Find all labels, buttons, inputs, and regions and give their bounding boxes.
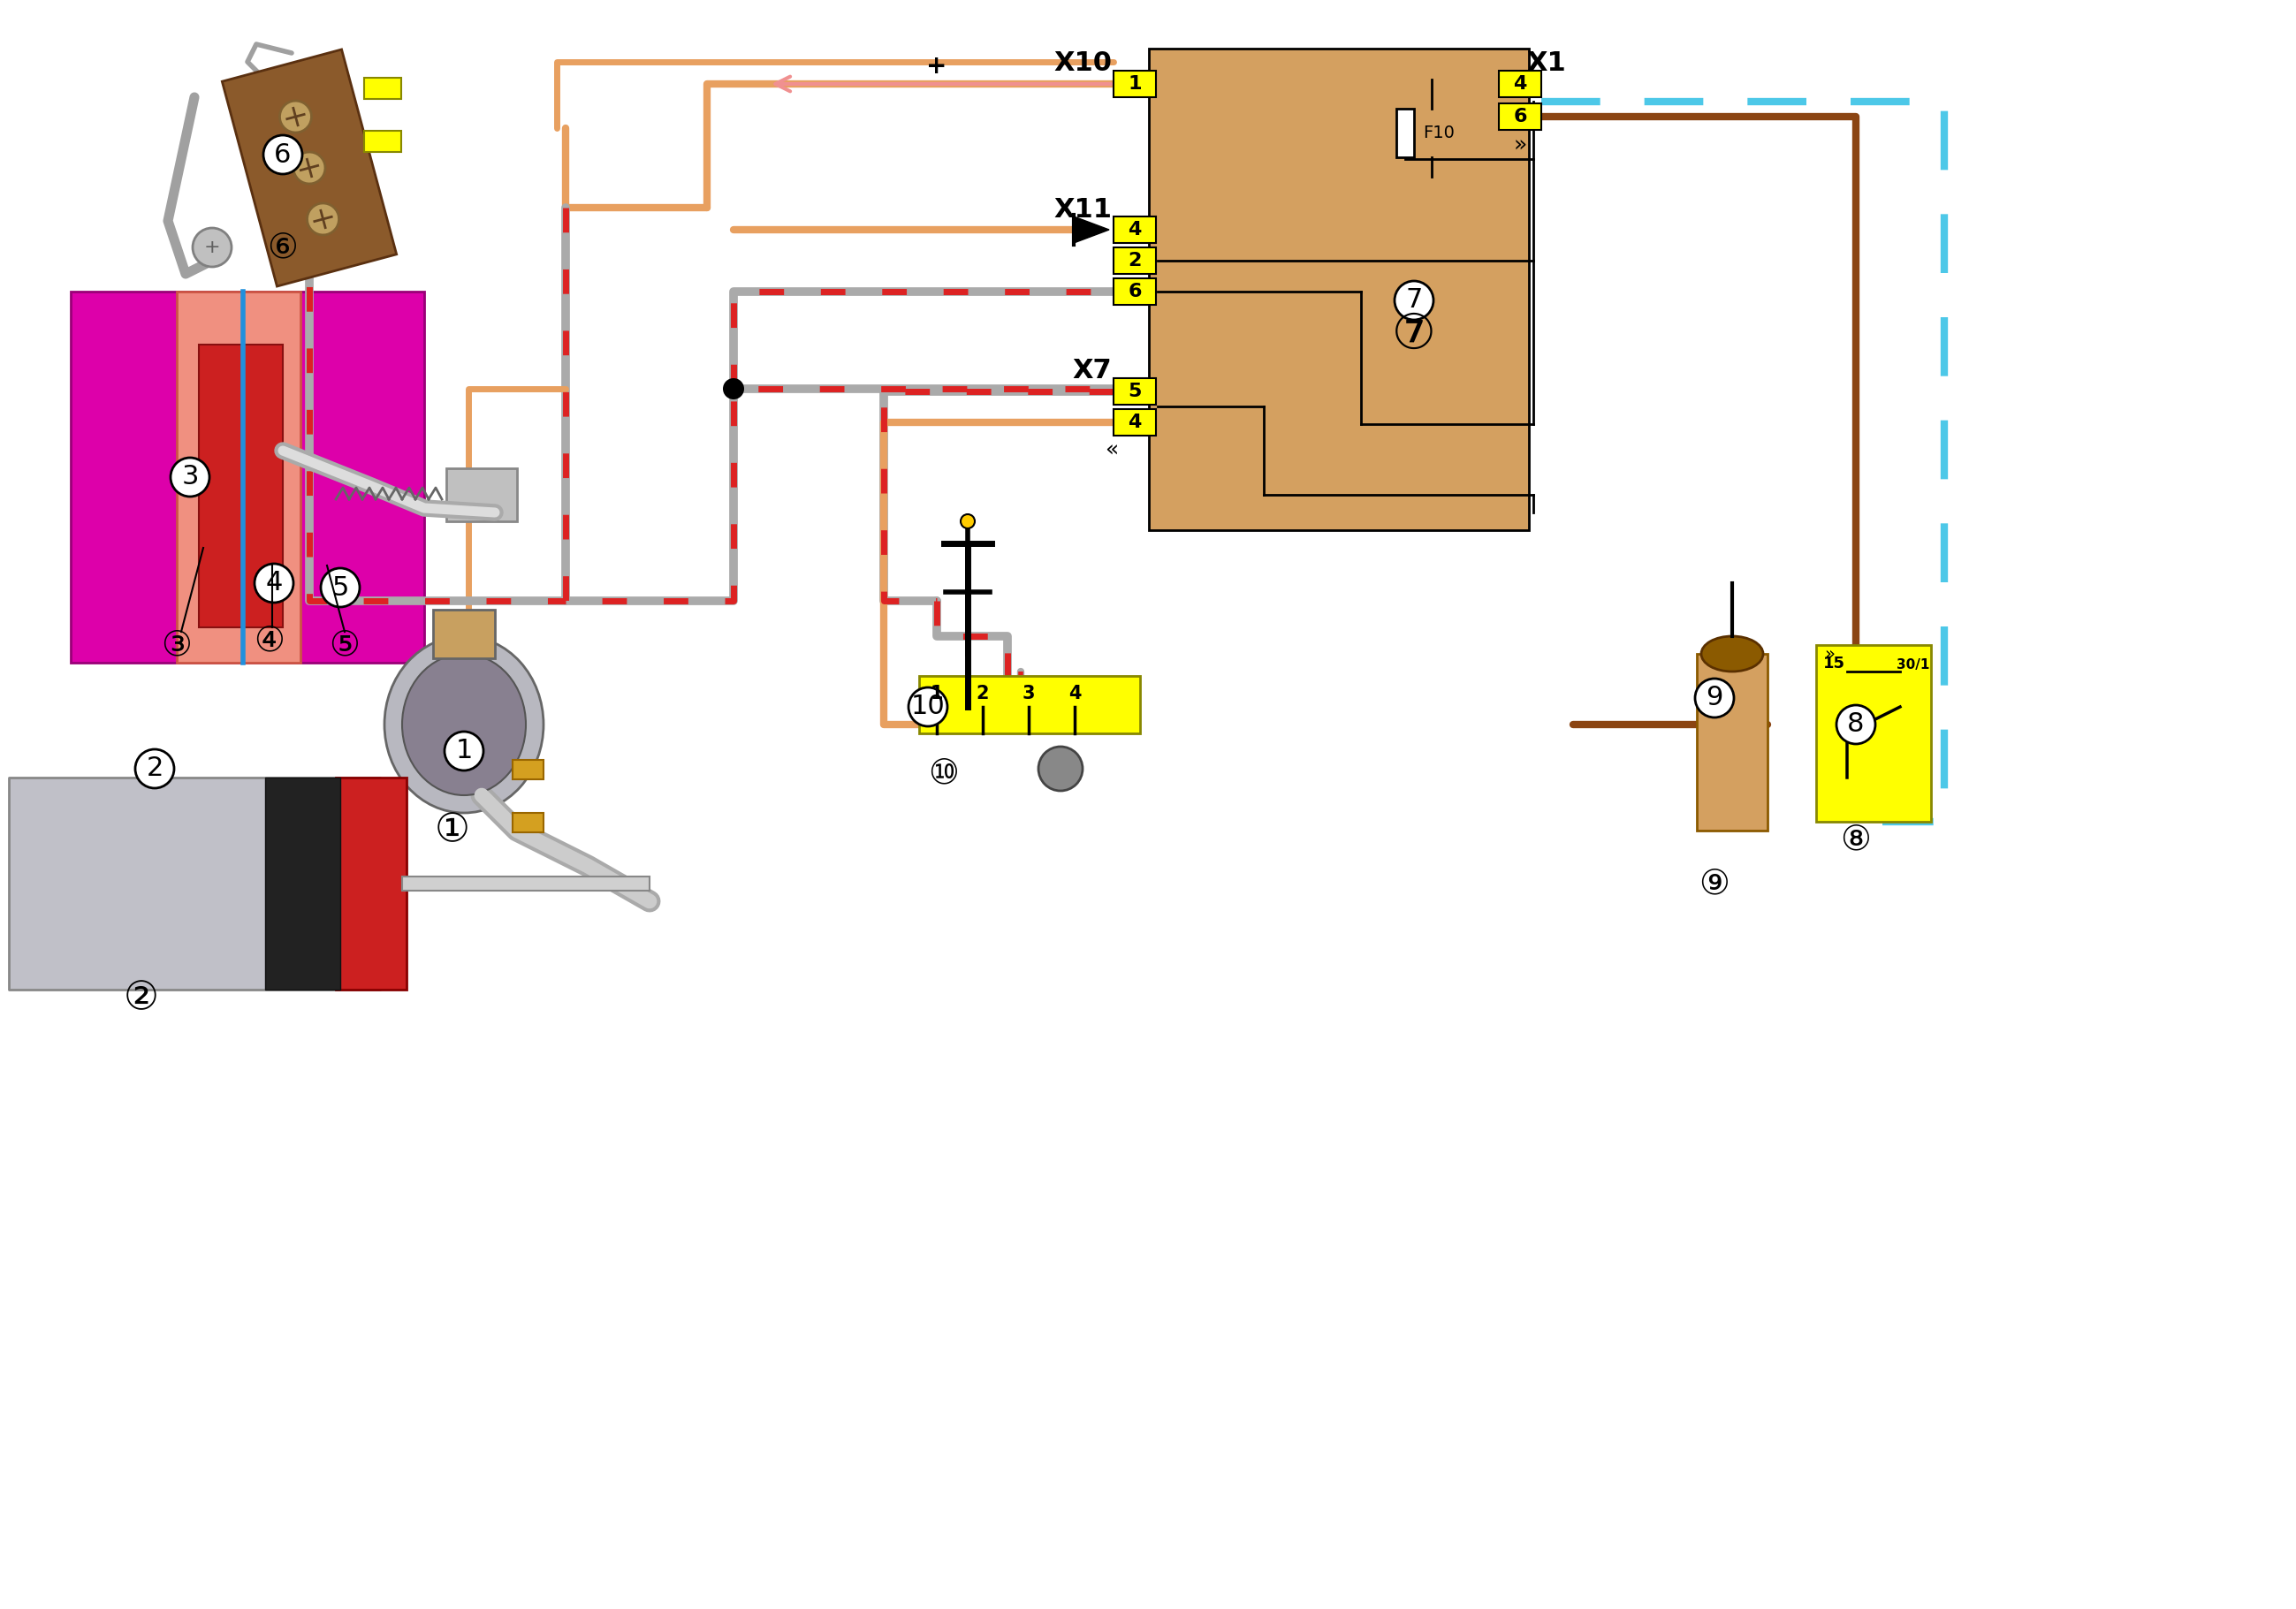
Text: ③: ③ [161, 628, 193, 661]
Circle shape [1394, 282, 1433, 320]
Text: 7: 7 [1405, 288, 1424, 314]
Polygon shape [1075, 217, 1109, 243]
Bar [445, 468, 517, 521]
Text: X7: X7 [1072, 359, 1111, 385]
Text: 1: 1 [930, 685, 944, 703]
Bar [177, 291, 301, 663]
Text: 10: 10 [912, 693, 946, 719]
Bar [1114, 248, 1155, 274]
Circle shape [1694, 679, 1733, 718]
Circle shape [909, 687, 948, 726]
Bar [1499, 103, 1541, 130]
Text: 1: 1 [1127, 76, 1141, 93]
Text: +: + [928, 53, 948, 79]
Text: X10: X10 [1054, 51, 1111, 77]
Text: «: « [1104, 439, 1118, 462]
Circle shape [193, 228, 232, 267]
Text: 3: 3 [181, 465, 200, 491]
Circle shape [280, 101, 312, 132]
Text: 4: 4 [1513, 76, 1527, 93]
Text: 5: 5 [1127, 383, 1141, 401]
Ellipse shape [1701, 636, 1763, 671]
Text: ①: ① [434, 811, 471, 850]
Text: ⑤: ⑤ [328, 628, 360, 661]
Text: 15: 15 [1823, 655, 1846, 671]
Bar [512, 759, 544, 779]
Bar [335, 777, 406, 990]
Bar [512, 813, 544, 832]
Text: 1: 1 [455, 739, 473, 764]
Circle shape [264, 135, 303, 174]
Circle shape [308, 203, 340, 235]
Text: 3: 3 [1022, 685, 1035, 703]
Text: ⑥: ⑥ [266, 230, 298, 264]
Bar [264, 777, 340, 990]
Text: 6: 6 [1513, 108, 1527, 126]
Bar [918, 676, 1141, 734]
Text: 2: 2 [976, 685, 990, 703]
Text: 8: 8 [1848, 711, 1864, 737]
Bar [434, 610, 496, 658]
Circle shape [321, 568, 360, 607]
Bar [1114, 278, 1155, 304]
Bar [1114, 71, 1155, 97]
Text: »: » [1513, 135, 1527, 156]
Text: X1: X1 [1527, 51, 1566, 77]
Bar [1697, 653, 1768, 830]
Bar [1396, 108, 1414, 156]
Text: ⑩: ⑩ [928, 756, 960, 790]
Circle shape [135, 750, 174, 788]
Text: 6: 6 [1127, 283, 1141, 301]
Text: 6: 6 [273, 142, 292, 167]
Circle shape [445, 732, 484, 771]
Bar [1114, 409, 1155, 436]
Circle shape [1038, 747, 1084, 790]
Bar [1114, 217, 1155, 243]
Bar [9, 777, 381, 990]
Bar [365, 77, 402, 100]
Circle shape [1837, 705, 1876, 743]
Text: 30/1: 30/1 [1896, 658, 1931, 671]
Bar [223, 50, 397, 286]
Circle shape [170, 457, 209, 497]
Bar [71, 291, 425, 663]
Ellipse shape [402, 653, 526, 795]
Bar [1816, 645, 1931, 822]
Text: 2: 2 [1127, 253, 1141, 269]
Ellipse shape [383, 636, 544, 813]
Circle shape [294, 151, 326, 183]
Text: 4: 4 [1127, 220, 1141, 238]
Bar [1114, 378, 1155, 405]
Text: ⑧: ⑧ [1841, 822, 1871, 856]
Bar [1499, 71, 1541, 97]
Text: 2: 2 [147, 756, 163, 782]
Text: 4: 4 [1127, 414, 1141, 431]
Circle shape [723, 378, 744, 399]
Text: X11: X11 [1054, 198, 1111, 224]
Bar [200, 344, 282, 628]
Text: F10: F10 [1424, 124, 1456, 142]
Text: ⑨: ⑨ [1699, 867, 1729, 901]
Bar [402, 877, 650, 891]
Text: 9: 9 [1706, 685, 1722, 711]
Circle shape [255, 563, 294, 603]
Text: 4: 4 [1068, 685, 1081, 703]
Text: ②: ② [124, 980, 158, 1017]
Bar [1148, 48, 1529, 529]
Text: ④: ④ [255, 624, 285, 658]
Text: »: » [1823, 645, 1835, 663]
Circle shape [960, 515, 976, 528]
Text: 4: 4 [266, 570, 282, 595]
Text: ⑦: ⑦ [1391, 312, 1435, 360]
Text: 5: 5 [331, 574, 349, 600]
Text: +: + [204, 238, 220, 256]
Bar [365, 130, 402, 151]
